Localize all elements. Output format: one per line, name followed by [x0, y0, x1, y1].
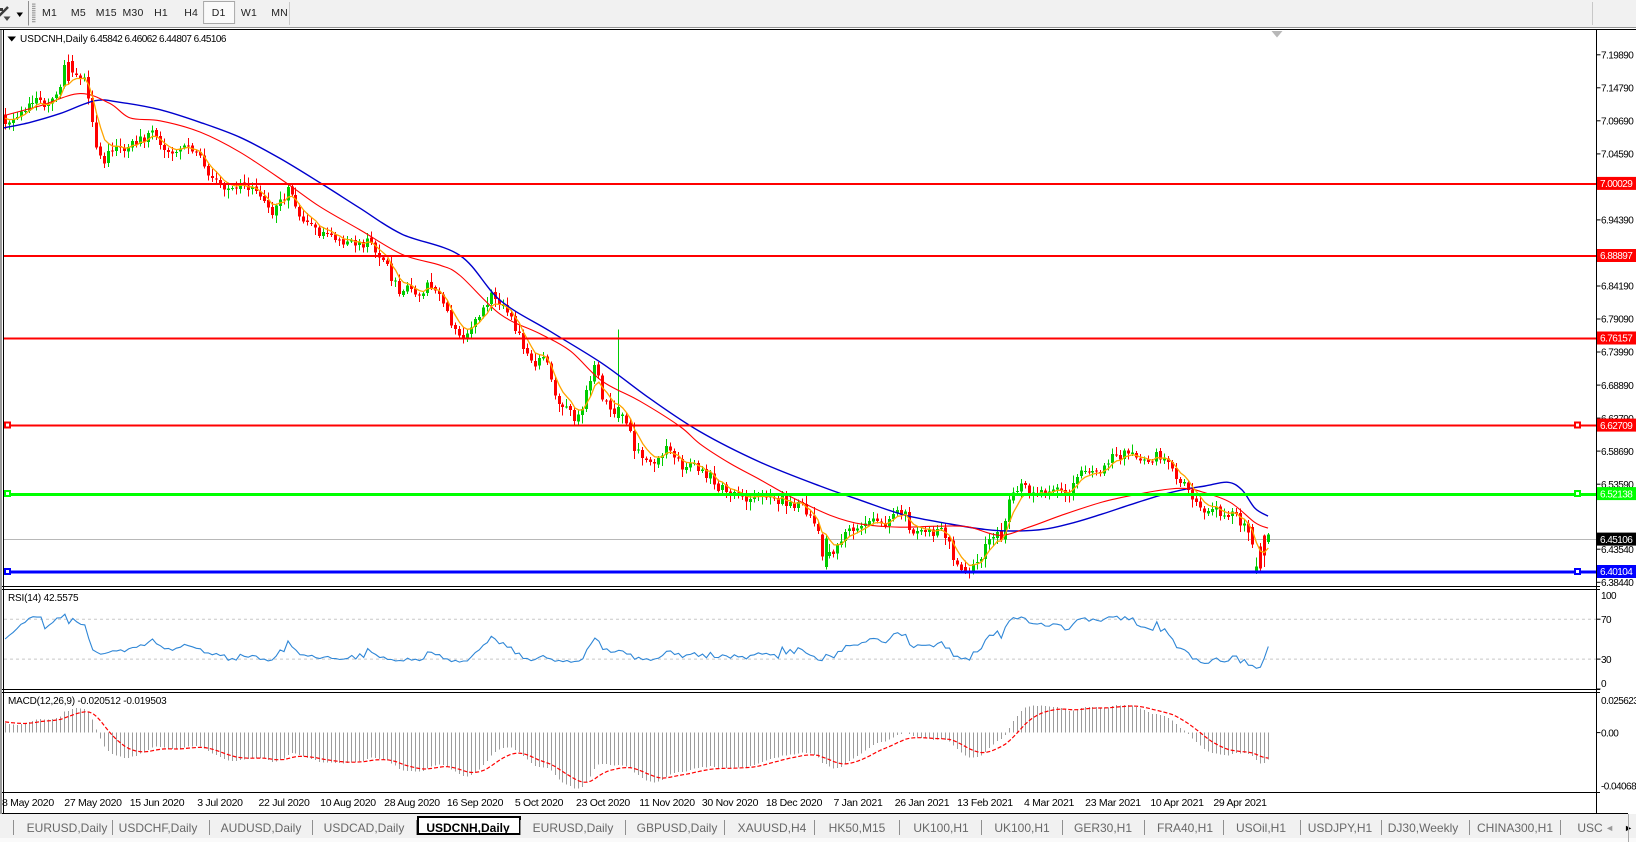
svg-text:29 Apr 2021: 29 Apr 2021 — [1213, 797, 1267, 809]
svg-text:6.58690: 6.58690 — [1601, 447, 1634, 458]
svg-text:7.19890: 7.19890 — [1601, 51, 1634, 62]
svg-text:4 Mar 2021: 4 Mar 2021 — [1024, 797, 1075, 809]
svg-text:6.52138: 6.52138 — [1600, 489, 1633, 500]
svg-text:6.76157: 6.76157 — [1600, 334, 1633, 345]
svg-text:6.43540: 6.43540 — [1601, 545, 1634, 556]
svg-text:23 Mar 2021: 23 Mar 2021 — [1085, 797, 1141, 809]
svg-text:11 Nov 2020: 11 Nov 2020 — [639, 797, 695, 809]
svg-text:MACD(12,26,9) -0.020512 -0.019: MACD(12,26,9) -0.020512 -0.019503 — [8, 696, 167, 707]
svg-text:6.84190: 6.84190 — [1601, 282, 1634, 293]
svg-text:-0.040682: -0.040682 — [1601, 781, 1636, 792]
svg-text:8 May 2020: 8 May 2020 — [2, 797, 54, 809]
svg-text:7.00029: 7.00029 — [1600, 179, 1633, 190]
svg-text:6.62709: 6.62709 — [1600, 421, 1633, 432]
svg-text:7 Jan 2021: 7 Jan 2021 — [834, 797, 883, 809]
svg-text:13 Feb 2021: 13 Feb 2021 — [957, 797, 1013, 809]
svg-text:16 Sep 2020: 16 Sep 2020 — [447, 797, 504, 809]
svg-text:0: 0 — [1601, 679, 1607, 690]
svg-text:10 Aug 2020: 10 Aug 2020 — [320, 797, 376, 809]
svg-text:RSI(14) 42.5575: RSI(14) 42.5575 — [8, 593, 79, 604]
svg-text:22 Jul 2020: 22 Jul 2020 — [259, 797, 310, 809]
svg-text:70: 70 — [1601, 615, 1612, 626]
svg-text:6.68890: 6.68890 — [1601, 381, 1634, 392]
svg-text:0.00: 0.00 — [1601, 728, 1619, 739]
svg-text:30 Nov 2020: 30 Nov 2020 — [702, 797, 759, 809]
svg-text:6.79090: 6.79090 — [1601, 315, 1634, 326]
svg-text:3 Jul 2020: 3 Jul 2020 — [197, 797, 243, 809]
svg-text:6.38440: 6.38440 — [1601, 578, 1634, 589]
svg-text:6.94390: 6.94390 — [1601, 216, 1634, 227]
svg-text:27 May 2020: 27 May 2020 — [64, 797, 122, 809]
svg-text:100: 100 — [1601, 591, 1617, 602]
svg-text:30: 30 — [1601, 655, 1612, 666]
svg-text:6.73990: 6.73990 — [1601, 348, 1634, 359]
svg-text:6.88897: 6.88897 — [1600, 251, 1633, 262]
svg-text:28 Aug 2020: 28 Aug 2020 — [384, 797, 440, 809]
svg-text:23 Oct 2020: 23 Oct 2020 — [576, 797, 630, 809]
svg-text:10 Apr 2021: 10 Apr 2021 — [1150, 797, 1204, 809]
svg-text:6.40104: 6.40104 — [1600, 567, 1633, 578]
svg-text:18 Dec 2020: 18 Dec 2020 — [766, 797, 823, 809]
svg-text:6.45842 6.46062 6.44807 6.4510: 6.45842 6.46062 6.44807 6.45106 — [90, 34, 227, 45]
svg-text:5 Oct 2020: 5 Oct 2020 — [515, 797, 564, 809]
svg-text:26 Jan 2021: 26 Jan 2021 — [895, 797, 950, 809]
svg-text:7.04590: 7.04590 — [1601, 150, 1634, 161]
svg-text:15 Jun 2020: 15 Jun 2020 — [130, 797, 185, 809]
svg-text:7.09690: 7.09690 — [1601, 117, 1634, 128]
svg-text:USDCNH,Daily: USDCNH,Daily — [20, 34, 88, 45]
svg-text:0.025623: 0.025623 — [1601, 696, 1636, 707]
svg-text:7.14790: 7.14790 — [1601, 84, 1634, 95]
svg-text:6.53590: 6.53590 — [1601, 480, 1634, 491]
svg-text:6.45106: 6.45106 — [1600, 535, 1633, 546]
